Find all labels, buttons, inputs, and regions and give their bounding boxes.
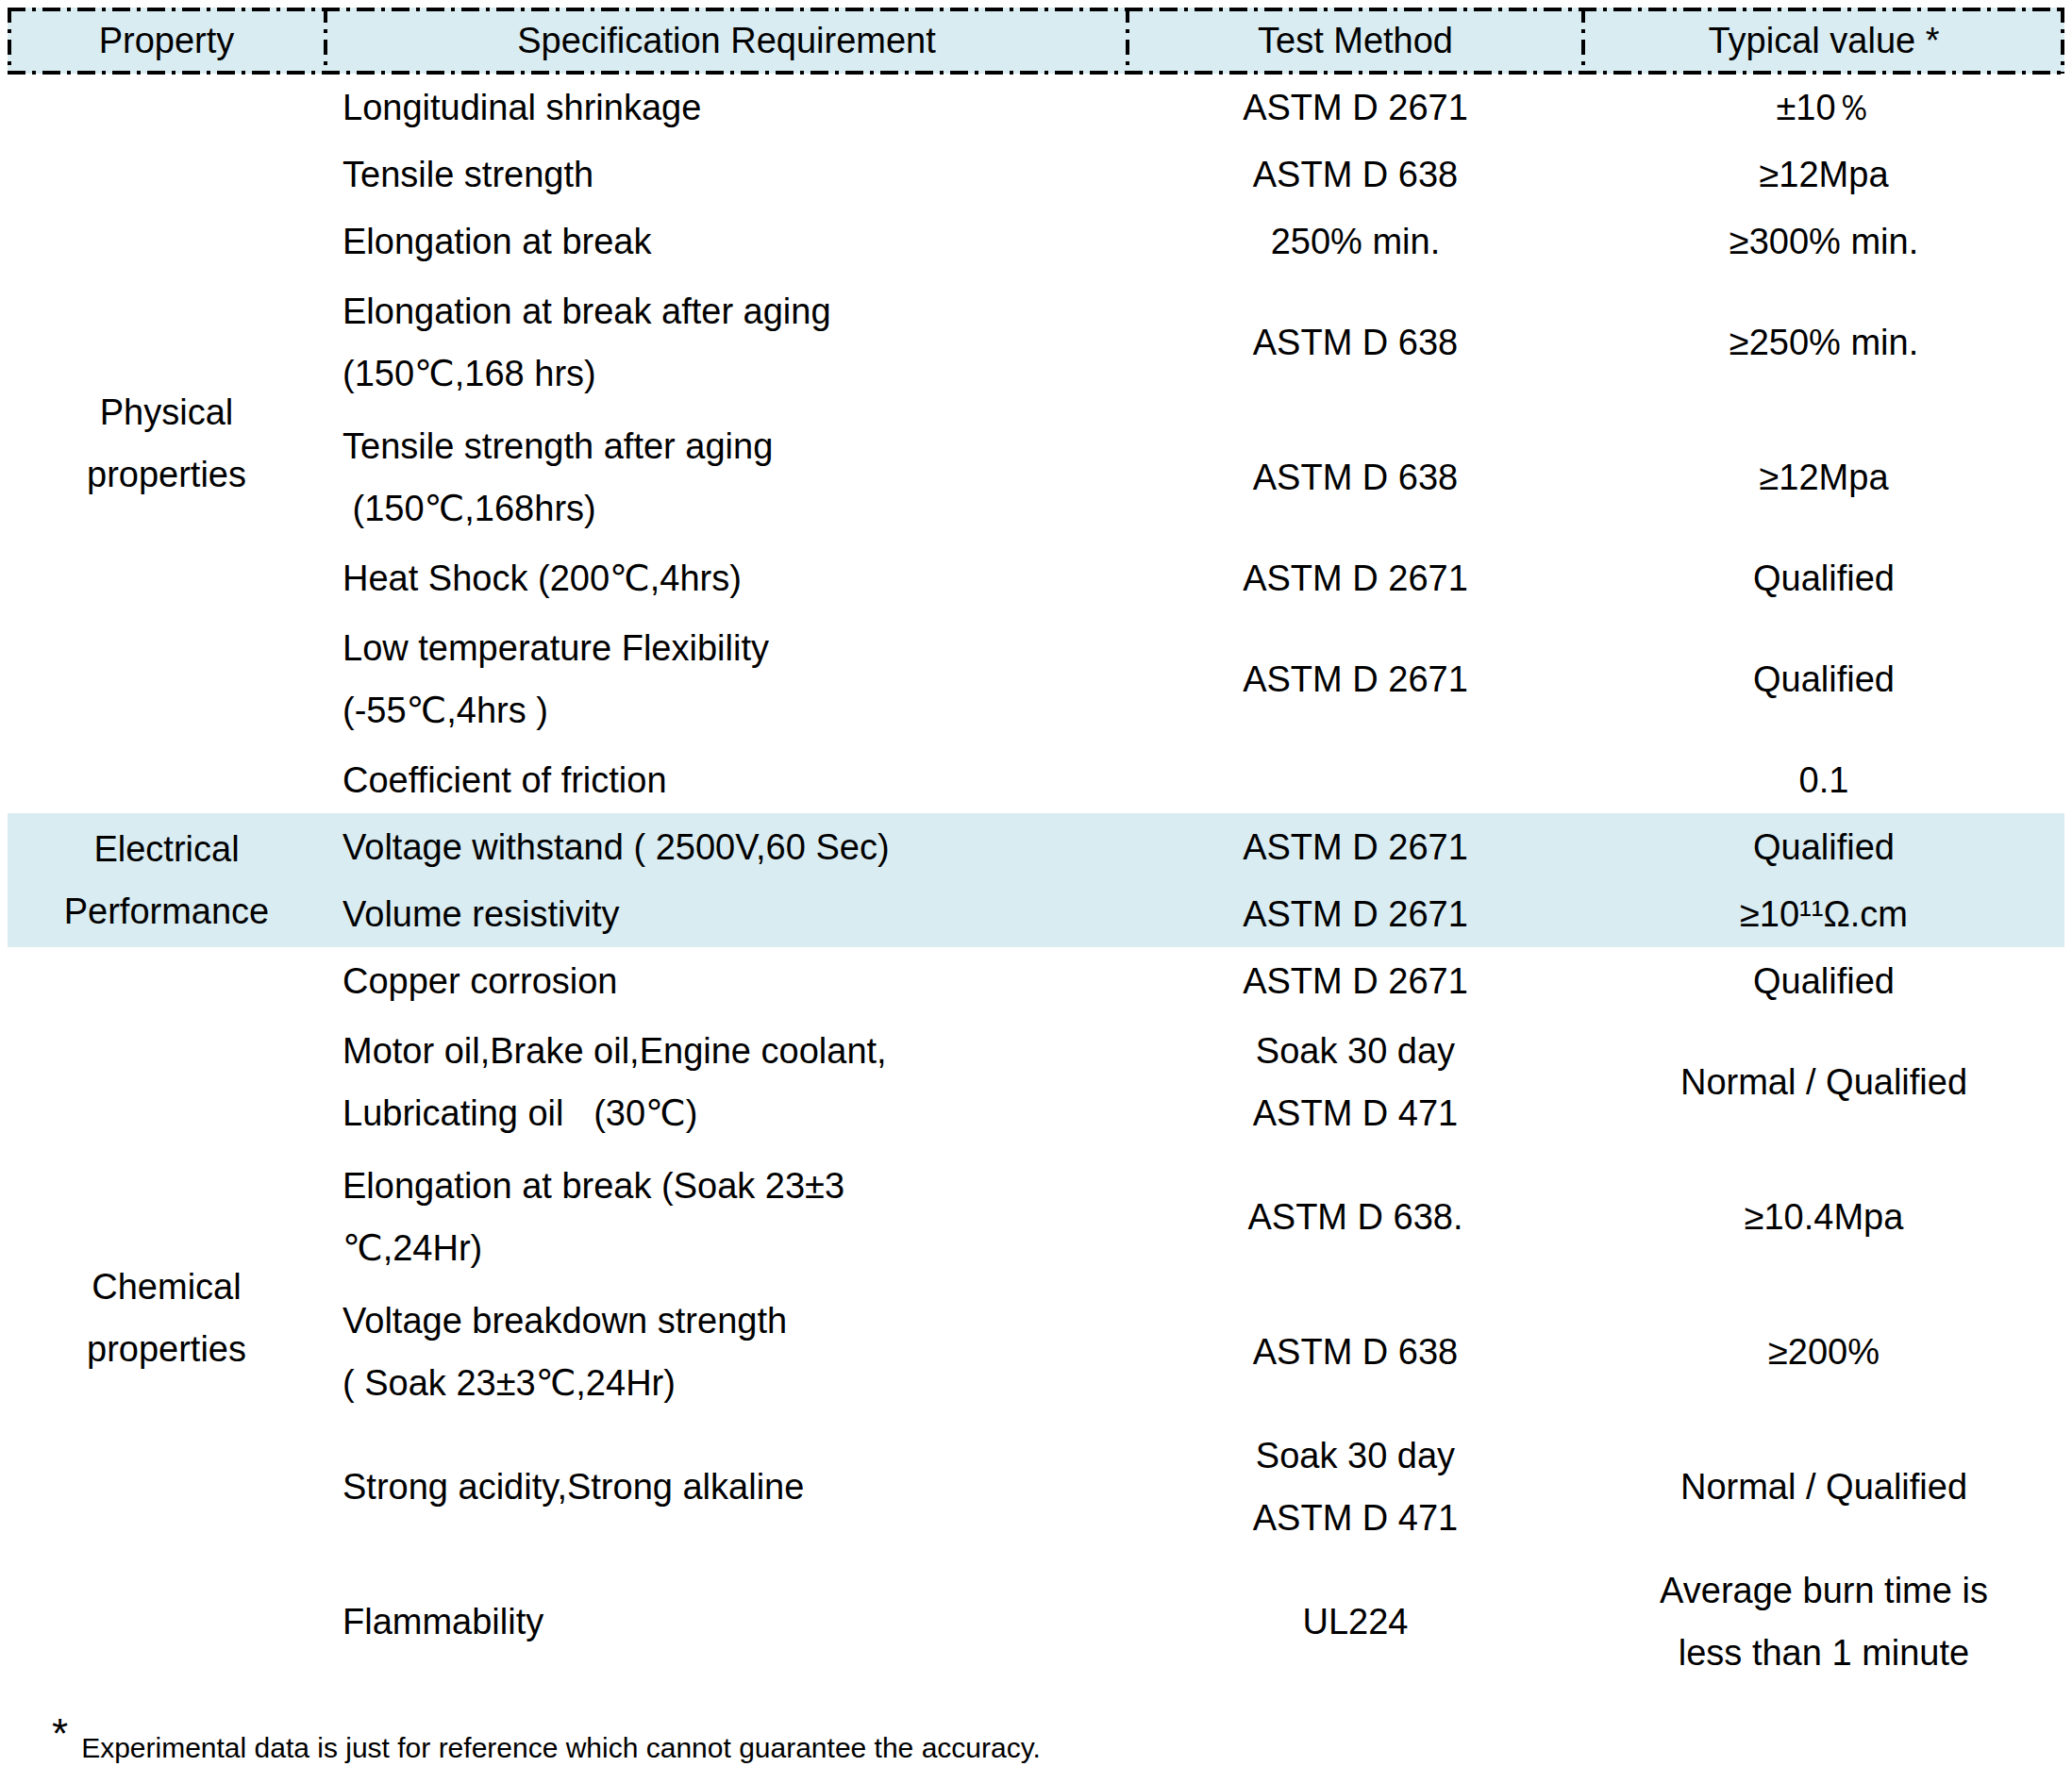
value-cell: Qualified xyxy=(1583,611,2064,746)
header-typical-value: Typical value * xyxy=(1583,8,2064,74)
header-property: Property xyxy=(8,8,326,74)
method-cell: UL224 xyxy=(1128,1554,1583,1689)
method-cell: ASTM D 2671 xyxy=(1128,880,1583,947)
spec-cell: Volume resistivity xyxy=(326,880,1128,947)
spec-cell: Low temperature Flexibility (-55℃,4hrs ) xyxy=(326,611,1128,746)
value-cell: Normal / Qualified xyxy=(1583,1419,2064,1554)
spec-cell: Coefficient of friction xyxy=(326,746,1128,813)
value-cell: ≥10¹¹Ω.cm xyxy=(1583,880,2064,947)
value-cell: ±10％ xyxy=(1583,74,2064,141)
value-cell: ≥12Mpa xyxy=(1583,141,2064,208)
method-cell: ASTM D 638. xyxy=(1128,1149,1583,1284)
value-cell: ≥200% xyxy=(1583,1284,2064,1419)
value-cell: ≥300% min. xyxy=(1583,208,2064,275)
value-cell: Average burn time is less than 1 minute xyxy=(1583,1554,2064,1689)
spec-cell: Strong acidity,Strong alkaline xyxy=(326,1419,1128,1554)
method-cell: ASTM D 2671 xyxy=(1128,544,1583,611)
spec-cell: Voltage breakdown strength ( Soak 23±3℃,… xyxy=(326,1284,1128,1419)
spec-cell: Voltage withstand ( 2500V,60 Sec) xyxy=(326,813,1128,880)
header-row: Property Specification Requirement Test … xyxy=(8,8,2064,74)
method-cell: ASTM D 2671 xyxy=(1128,947,1583,1014)
footnote-asterisk: * xyxy=(52,1710,81,1757)
group-electrical-performance: Electrical Performance xyxy=(8,813,326,947)
group-chemical-properties: Chemical properties xyxy=(8,947,326,1689)
footnote: *Experimental data is just for reference… xyxy=(52,1706,1041,1776)
table-row: Physical properties Longitudinal shrinka… xyxy=(8,74,2064,141)
value-cell: ≥10.4Mpa xyxy=(1583,1149,2064,1284)
value-cell: Qualified xyxy=(1583,947,2064,1014)
value-cell: Qualified xyxy=(1583,813,2064,880)
table-row: Chemical properties Copper corrosion AST… xyxy=(8,947,2064,1014)
spec-cell: Longitudinal shrinkage xyxy=(326,74,1128,141)
value-cell: ≥250% min. xyxy=(1583,275,2064,409)
method-cell: ASTM D 638 xyxy=(1128,1284,1583,1419)
method-cell xyxy=(1128,746,1583,813)
header-test-method: Test Method xyxy=(1128,8,1583,74)
spec-cell: Tensile strength xyxy=(326,141,1128,208)
spec-cell: Motor oil,Brake oil,Engine coolant, Lubr… xyxy=(326,1014,1128,1149)
group-physical-properties: Physical properties xyxy=(8,74,326,813)
method-cell: ASTM D 638 xyxy=(1128,275,1583,409)
spec-cell: Tensile strength after aging (150℃,168hr… xyxy=(326,409,1128,544)
value-cell: 0.1 xyxy=(1583,746,2064,813)
footnote-text: Experimental data is just for reference … xyxy=(81,1732,1041,1763)
value-cell: Qualified xyxy=(1583,544,2064,611)
spec-cell: Copper corrosion xyxy=(326,947,1128,1014)
value-cell: ≥12Mpa xyxy=(1583,409,2064,544)
table-row: Electrical Performance Voltage withstand… xyxy=(8,813,2064,880)
spec-table: Property Specification Requirement Test … xyxy=(8,8,2064,1689)
method-cell: ASTM D 638 xyxy=(1128,409,1583,544)
header-specification: Specification Requirement xyxy=(326,8,1128,74)
method-cell: Soak 30 day ASTM D 471 xyxy=(1128,1419,1583,1554)
value-cell: Normal / Qualified xyxy=(1583,1014,2064,1149)
spec-cell: Elongation at break xyxy=(326,208,1128,275)
method-cell: ASTM D 2671 xyxy=(1128,74,1583,141)
spec-cell: Elongation at break (Soak 23±3 ℃,24Hr) xyxy=(326,1149,1128,1284)
method-cell: 250% min. xyxy=(1128,208,1583,275)
method-cell: ASTM D 2671 xyxy=(1128,813,1583,880)
method-cell: ASTM D 638 xyxy=(1128,141,1583,208)
document-page: Property Specification Requirement Test … xyxy=(0,0,2072,1783)
method-cell: Soak 30 day ASTM D 471 xyxy=(1128,1014,1583,1149)
spec-cell: Heat Shock (200℃,4hrs) xyxy=(326,544,1128,611)
spec-cell: Elongation at break after aging (150℃,16… xyxy=(326,275,1128,409)
spec-table-wrap: Property Specification Requirement Test … xyxy=(8,8,2064,1689)
spec-cell: Flammability xyxy=(326,1554,1128,1689)
method-cell: ASTM D 2671 xyxy=(1128,611,1583,746)
